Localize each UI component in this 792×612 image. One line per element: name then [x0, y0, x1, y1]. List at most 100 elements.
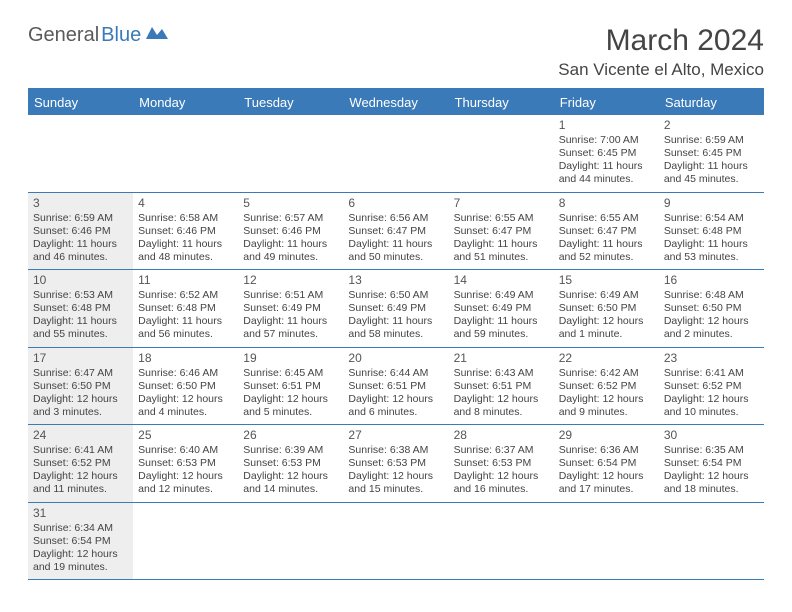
calendar-cell: 5Sunrise: 6:57 AMSunset: 6:46 PMDaylight… — [238, 193, 343, 270]
day-number: 17 — [33, 351, 128, 366]
day-number: 7 — [454, 196, 549, 211]
sunrise-text: Sunrise: 6:46 AM — [138, 367, 233, 380]
sunset-text: Sunset: 6:50 PM — [664, 302, 759, 315]
sunrise-text: Sunrise: 6:55 AM — [454, 212, 549, 225]
calendar-cell: 29Sunrise: 6:36 AMSunset: 6:54 PMDayligh… — [554, 425, 659, 502]
logo-word1: General — [28, 24, 99, 47]
title-block: March 2024 San Vicente el Alto, Mexico — [558, 24, 764, 80]
sunrise-text: Sunrise: 6:56 AM — [348, 212, 443, 225]
daylight-text: Daylight: 12 hours and 1 minute. — [559, 315, 654, 341]
sunset-text: Sunset: 6:52 PM — [559, 380, 654, 393]
week-row: 24Sunrise: 6:41 AMSunset: 6:52 PMDayligh… — [28, 425, 764, 503]
day-number: 4 — [138, 196, 233, 211]
calendar-cell: 15Sunrise: 6:49 AMSunset: 6:50 PMDayligh… — [554, 270, 659, 347]
day-number: 16 — [664, 273, 759, 288]
sunset-text: Sunset: 6:48 PM — [664, 225, 759, 238]
calendar-cell — [659, 503, 764, 580]
daylight-text: Daylight: 12 hours and 16 minutes. — [454, 470, 549, 496]
calendar: Sunday Monday Tuesday Wednesday Thursday… — [28, 88, 764, 580]
calendar-cell: 16Sunrise: 6:48 AMSunset: 6:50 PMDayligh… — [659, 270, 764, 347]
sunrise-text: Sunrise: 6:52 AM — [138, 289, 233, 302]
sunrise-text: Sunrise: 6:40 AM — [138, 444, 233, 457]
daylight-text: Daylight: 11 hours and 48 minutes. — [138, 238, 233, 264]
day-number: 26 — [243, 428, 338, 443]
day-number: 25 — [138, 428, 233, 443]
sunset-text: Sunset: 6:52 PM — [664, 380, 759, 393]
daylight-text: Daylight: 12 hours and 3 minutes. — [33, 393, 128, 419]
week-row: 31Sunrise: 6:34 AMSunset: 6:54 PMDayligh… — [28, 503, 764, 581]
daylight-text: Daylight: 12 hours and 9 minutes. — [559, 393, 654, 419]
calendar-cell: 22Sunrise: 6:42 AMSunset: 6:52 PMDayligh… — [554, 348, 659, 425]
month-title: March 2024 — [558, 24, 764, 58]
calendar-cell: 26Sunrise: 6:39 AMSunset: 6:53 PMDayligh… — [238, 425, 343, 502]
sunrise-text: Sunrise: 6:41 AM — [33, 444, 128, 457]
calendar-cell — [343, 115, 448, 192]
day-header-wednesday: Wednesday — [343, 90, 448, 115]
sunrise-text: Sunrise: 6:49 AM — [454, 289, 549, 302]
flag-icon — [146, 25, 168, 46]
daylight-text: Daylight: 11 hours and 46 minutes. — [33, 238, 128, 264]
sunrise-text: Sunrise: 6:57 AM — [243, 212, 338, 225]
daylight-text: Daylight: 12 hours and 15 minutes. — [348, 470, 443, 496]
calendar-cell: 18Sunrise: 6:46 AMSunset: 6:50 PMDayligh… — [133, 348, 238, 425]
daylight-text: Daylight: 11 hours and 57 minutes. — [243, 315, 338, 341]
sunset-text: Sunset: 6:50 PM — [138, 380, 233, 393]
day-number: 8 — [559, 196, 654, 211]
calendar-cell: 24Sunrise: 6:41 AMSunset: 6:52 PMDayligh… — [28, 425, 133, 502]
sunrise-text: Sunrise: 6:53 AM — [33, 289, 128, 302]
daylight-text: Daylight: 12 hours and 11 minutes. — [33, 470, 128, 496]
location-label: San Vicente el Alto, Mexico — [558, 60, 764, 80]
day-number: 27 — [348, 428, 443, 443]
calendar-cell — [449, 503, 554, 580]
day-number: 11 — [138, 273, 233, 288]
calendar-cell — [28, 115, 133, 192]
calendar-cell: 12Sunrise: 6:51 AMSunset: 6:49 PMDayligh… — [238, 270, 343, 347]
day-number: 23 — [664, 351, 759, 366]
day-number: 21 — [454, 351, 549, 366]
sunrise-text: Sunrise: 6:42 AM — [559, 367, 654, 380]
sunset-text: Sunset: 6:51 PM — [454, 380, 549, 393]
calendar-cell: 27Sunrise: 6:38 AMSunset: 6:53 PMDayligh… — [343, 425, 448, 502]
day-number: 5 — [243, 196, 338, 211]
daylight-text: Daylight: 12 hours and 18 minutes. — [664, 470, 759, 496]
daylight-text: Daylight: 12 hours and 14 minutes. — [243, 470, 338, 496]
day-number: 19 — [243, 351, 338, 366]
day-header-tuesday: Tuesday — [238, 90, 343, 115]
sunset-text: Sunset: 6:49 PM — [348, 302, 443, 315]
sunset-text: Sunset: 6:47 PM — [348, 225, 443, 238]
calendar-cell: 1Sunrise: 7:00 AMSunset: 6:45 PMDaylight… — [554, 115, 659, 192]
sunrise-text: Sunrise: 6:51 AM — [243, 289, 338, 302]
daylight-text: Daylight: 11 hours and 58 minutes. — [348, 315, 443, 341]
calendar-cell: 14Sunrise: 6:49 AMSunset: 6:49 PMDayligh… — [449, 270, 554, 347]
day-number: 2 — [664, 118, 759, 133]
sunrise-text: Sunrise: 6:54 AM — [664, 212, 759, 225]
day-header-friday: Friday — [554, 90, 659, 115]
daylight-text: Daylight: 11 hours and 50 minutes. — [348, 238, 443, 264]
day-number: 12 — [243, 273, 338, 288]
sunrise-text: Sunrise: 6:43 AM — [454, 367, 549, 380]
sunrise-text: Sunrise: 6:59 AM — [664, 134, 759, 147]
day-header-saturday: Saturday — [659, 90, 764, 115]
sunrise-text: Sunrise: 6:36 AM — [559, 444, 654, 457]
sunrise-text: Sunrise: 6:37 AM — [454, 444, 549, 457]
day-number: 18 — [138, 351, 233, 366]
day-number: 6 — [348, 196, 443, 211]
calendar-cell: 3Sunrise: 6:59 AMSunset: 6:46 PMDaylight… — [28, 193, 133, 270]
day-number: 10 — [33, 273, 128, 288]
calendar-cell: 4Sunrise: 6:58 AMSunset: 6:46 PMDaylight… — [133, 193, 238, 270]
week-row: 17Sunrise: 6:47 AMSunset: 6:50 PMDayligh… — [28, 348, 764, 426]
sunset-text: Sunset: 6:52 PM — [33, 457, 128, 470]
sunrise-text: Sunrise: 6:45 AM — [243, 367, 338, 380]
day-number: 31 — [33, 506, 128, 521]
sunrise-text: Sunrise: 6:48 AM — [664, 289, 759, 302]
calendar-cell — [133, 503, 238, 580]
sunset-text: Sunset: 6:53 PM — [138, 457, 233, 470]
day-number: 29 — [559, 428, 654, 443]
daylight-text: Daylight: 12 hours and 19 minutes. — [33, 548, 128, 574]
calendar-cell: 17Sunrise: 6:47 AMSunset: 6:50 PMDayligh… — [28, 348, 133, 425]
calendar-cell: 25Sunrise: 6:40 AMSunset: 6:53 PMDayligh… — [133, 425, 238, 502]
daylight-text: Daylight: 11 hours and 52 minutes. — [559, 238, 654, 264]
calendar-cell — [238, 115, 343, 192]
calendar-cell — [449, 115, 554, 192]
day-header-thursday: Thursday — [449, 90, 554, 115]
